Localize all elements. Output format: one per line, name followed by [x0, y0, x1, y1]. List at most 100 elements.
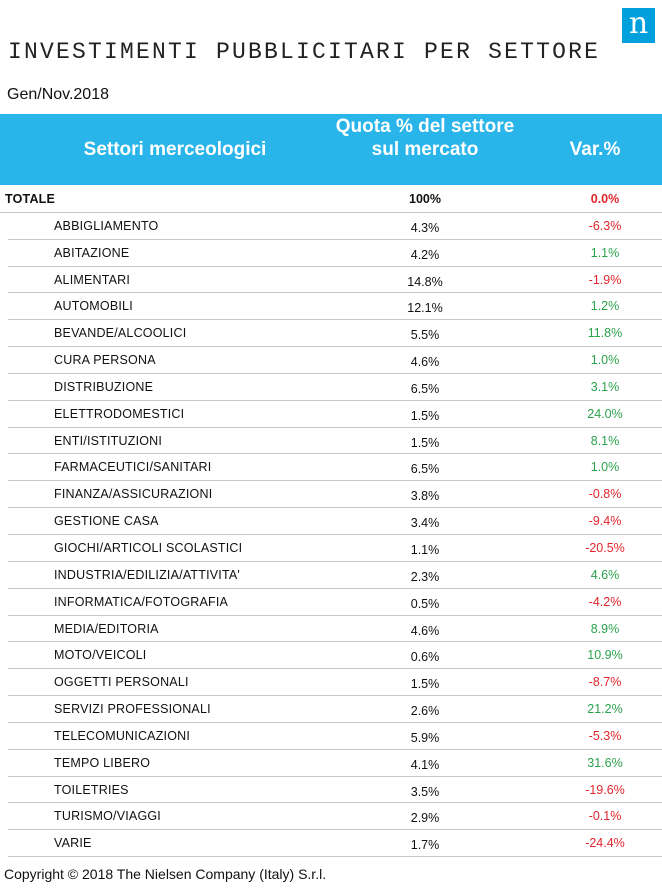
market-share: 2.3% [410, 569, 440, 584]
table-row: TURISMO/VIAGGI 2.9% -0.1% [0, 803, 662, 831]
sector-name: TURISMO/VIAGGI [54, 809, 161, 824]
market-share: 1.5% [410, 677, 440, 692]
market-share: 6.5% [410, 462, 440, 477]
row-divider [8, 802, 662, 804]
sector-name: ENTI/ISTITUZIONI [54, 433, 163, 448]
market-share: 3.4% [410, 516, 440, 531]
sector-name: FARMACEUTICI/SANITARI [54, 460, 212, 475]
sector-name: GIOCHI/ARTICOLI SCOLASTICI [54, 540, 243, 555]
row-divider [8, 372, 662, 374]
sector-name: ALIMENTARI [54, 272, 131, 287]
table-row: GESTIONE CASA 3.4% -9.4% [0, 508, 662, 535]
row-divider [8, 560, 662, 562]
row-divider [8, 721, 662, 723]
market-share: 4.6% [410, 623, 440, 638]
header-share: Quota % del settore sul mercato [335, 116, 515, 160]
table-row: SERVIZI PROFESSIONALI 2.6% 21.2% [0, 696, 662, 723]
sector-name: DISTRIBUZIONE [54, 379, 154, 394]
sector-name: MOTO/VEICOLI [54, 648, 147, 663]
row-divider [8, 453, 662, 455]
table-row: ABBIGLIAMENTO 4.3% -6.3% [0, 213, 662, 240]
table-row: CURA PERSONA 4.6% 1.0% [0, 347, 662, 374]
sector-name: ELETTRODOMESTICI [54, 406, 185, 421]
table-row: OGGETTI PERSONALI 1.5% -8.7% [0, 669, 662, 697]
table-row: ABITAZIONE 4.2% 1.1% [0, 240, 662, 267]
sector-name: OGGETTI PERSONALI [54, 675, 189, 690]
table-row: MOTO/VEICOLI 0.6% 10.9% [0, 642, 662, 670]
row-divider [8, 426, 662, 428]
table-row: TEMPO LIBERO 4.1% 31.6% [0, 750, 662, 777]
sector-name: FINANZA/ASSICURAZIONI [54, 487, 213, 502]
table-row: BEVANDE/ALCOOLICI 5.5% 11.8% [0, 320, 662, 348]
row-divider [8, 265, 662, 267]
row-divider [0, 211, 662, 213]
sector-name: TOTALE [5, 192, 56, 206]
market-share: 5.9% [410, 730, 440, 745]
variation: -6.3% [588, 218, 622, 233]
row-divider [8, 238, 662, 240]
row-divider [8, 507, 662, 509]
header-sector: Settori merceologici [83, 139, 267, 160]
variation: 1.0% [590, 353, 620, 368]
sector-name: BEVANDE/ALCOOLICI [54, 326, 187, 341]
row-divider [8, 856, 662, 858]
table-row: INDUSTRIA/EDILIZIA/ATTIVITA' 2.3% 4.6% [0, 562, 662, 589]
market-share: 12.1% [407, 301, 443, 316]
market-share: 4.1% [410, 757, 440, 772]
variation: 8.1% [590, 433, 620, 448]
market-share: 1.5% [410, 408, 440, 423]
row-divider [8, 399, 662, 401]
table-row: TELECOMUNICAZIONI 5.9% -5.3% [0, 723, 662, 750]
table-row: MEDIA/EDITORIA 4.6% 8.9% [0, 616, 662, 643]
variation: -20.5% [585, 540, 625, 555]
row-divider [8, 346, 662, 348]
variation: 24.0% [587, 406, 623, 421]
market-share: 4.2% [410, 247, 440, 262]
variation: 3.1% [590, 379, 620, 394]
period-label: Gen/Nov.2018 [7, 86, 109, 103]
sector-name: TOILETRIES [54, 782, 129, 797]
market-share: 1.7% [410, 838, 440, 853]
table-header: Settori merceologici Quota % del settore… [0, 114, 662, 185]
total-row: TOTALE 100% 0.0% [0, 186, 662, 213]
market-share: 6.5% [410, 381, 440, 396]
market-share: 100% [409, 192, 441, 206]
market-share: 0.6% [410, 650, 440, 665]
row-divider [8, 292, 662, 294]
page-title: INVESTIMENTI PUBBLICITARI PER SETTORE [8, 39, 601, 65]
variation: 4.6% [590, 567, 620, 582]
table-row: DISTRIBUZIONE 6.5% 3.1% [0, 374, 662, 401]
row-divider [8, 480, 662, 482]
variation: 1.2% [590, 299, 620, 314]
market-share: 3.8% [410, 489, 440, 504]
table-row: GIOCHI/ARTICOLI SCOLASTICI 1.1% -20.5% [0, 535, 662, 562]
row-divider [8, 614, 662, 616]
market-share: 1.5% [410, 435, 440, 450]
table-row: ALIMENTARI 14.8% -1.9% [0, 267, 662, 294]
market-share: 2.6% [410, 704, 440, 719]
sector-table: TOTALE 100% 0.0% ABBIGLIAMENTO 4.3% -6.3% ABIT… [0, 186, 662, 858]
market-share: 4.3% [410, 220, 440, 235]
sector-name: TELECOMUNICAZIONI [54, 728, 191, 743]
sector-name: MEDIA/EDITORIA [54, 621, 159, 636]
market-share: 5.5% [410, 328, 440, 343]
variation: 1.1% [590, 245, 620, 260]
variation: -0.8% [588, 487, 622, 502]
table-row: FARMACEUTICI/SANITARI 6.5% 1.0% [0, 454, 662, 482]
sector-name: TEMPO LIBERO [54, 755, 151, 770]
variation: 11.8% [587, 326, 623, 341]
variation: 8.9% [590, 621, 620, 636]
row-divider [8, 748, 662, 750]
sector-name: CURA PERSONA [54, 353, 156, 368]
variation: 21.2% [587, 702, 623, 717]
market-share: 4.6% [410, 355, 440, 370]
header-var: Var.% [569, 139, 621, 160]
sector-name: SERVIZI PROFESSIONALI [54, 702, 211, 717]
market-share: 1.1% [410, 542, 440, 557]
market-share: 14.8% [407, 274, 443, 289]
variation: 0.0% [590, 192, 620, 206]
variation: -19.6% [585, 782, 625, 797]
sector-name: GESTIONE CASA [54, 514, 159, 529]
variation: -1.9% [588, 272, 622, 287]
variation: -24.4% [585, 836, 625, 851]
